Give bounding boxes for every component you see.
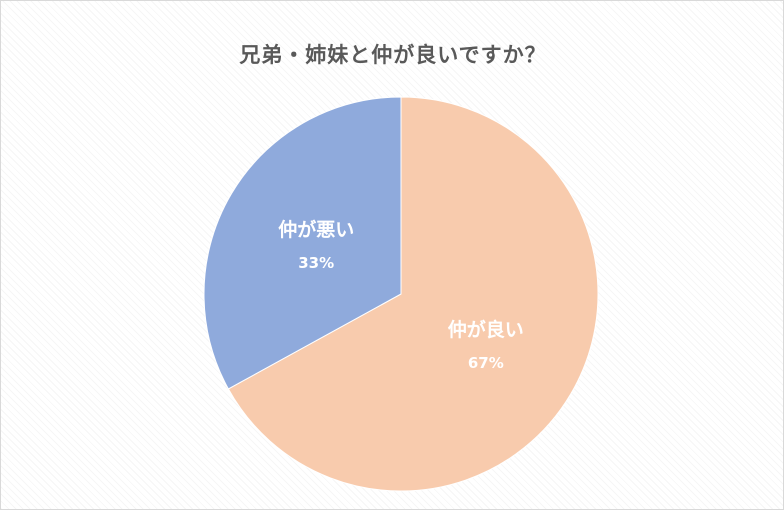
slice-percent-0: 67% xyxy=(468,354,504,372)
slice-percent-1: 33% xyxy=(298,254,334,272)
pie-slice-0 xyxy=(227,96,599,492)
slice-label-0: 仲が良い xyxy=(448,318,524,341)
pie-slice-1 xyxy=(203,96,402,390)
slice-label-1: 仲が悪い xyxy=(278,218,354,241)
chart-title: 兄弟・姉妹と仲が良いですか？ xyxy=(239,43,547,67)
